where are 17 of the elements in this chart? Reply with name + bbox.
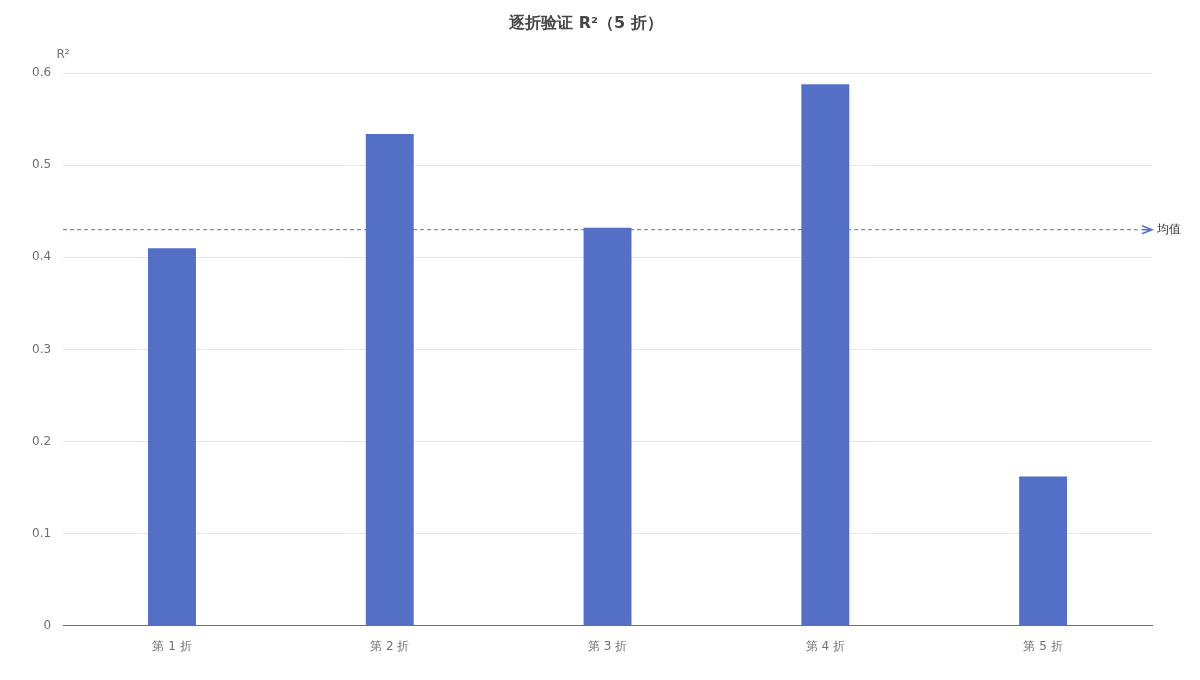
chart-title: 逐折验证 R²（5 折） — [508, 12, 663, 32]
y-axis-title: R² — [56, 47, 70, 62]
x-tick-label: 第 2 折 — [370, 638, 410, 653]
y-tick-label: 0.5 — [31, 157, 52, 172]
x-tick-label: 第 4 折 — [805, 638, 845, 653]
y-tick-label: 0.2 — [31, 433, 52, 448]
x-tick-label: 第 5 折 — [1023, 638, 1063, 653]
y-tick-label: 0.1 — [31, 525, 52, 540]
y-tick-label: 0 — [43, 617, 52, 632]
ref-line-label: 均值 — [1156, 221, 1181, 236]
y-tick-label: 0.6 — [31, 65, 52, 80]
y-tick-label: 0.4 — [31, 249, 52, 264]
x-tick-label: 第 3 折 — [587, 638, 628, 653]
x-tick-label: 第 1 折 — [152, 638, 192, 653]
y-tick-label: 0.3 — [31, 341, 52, 356]
bar — [1019, 476, 1068, 626]
bar — [148, 248, 196, 626]
